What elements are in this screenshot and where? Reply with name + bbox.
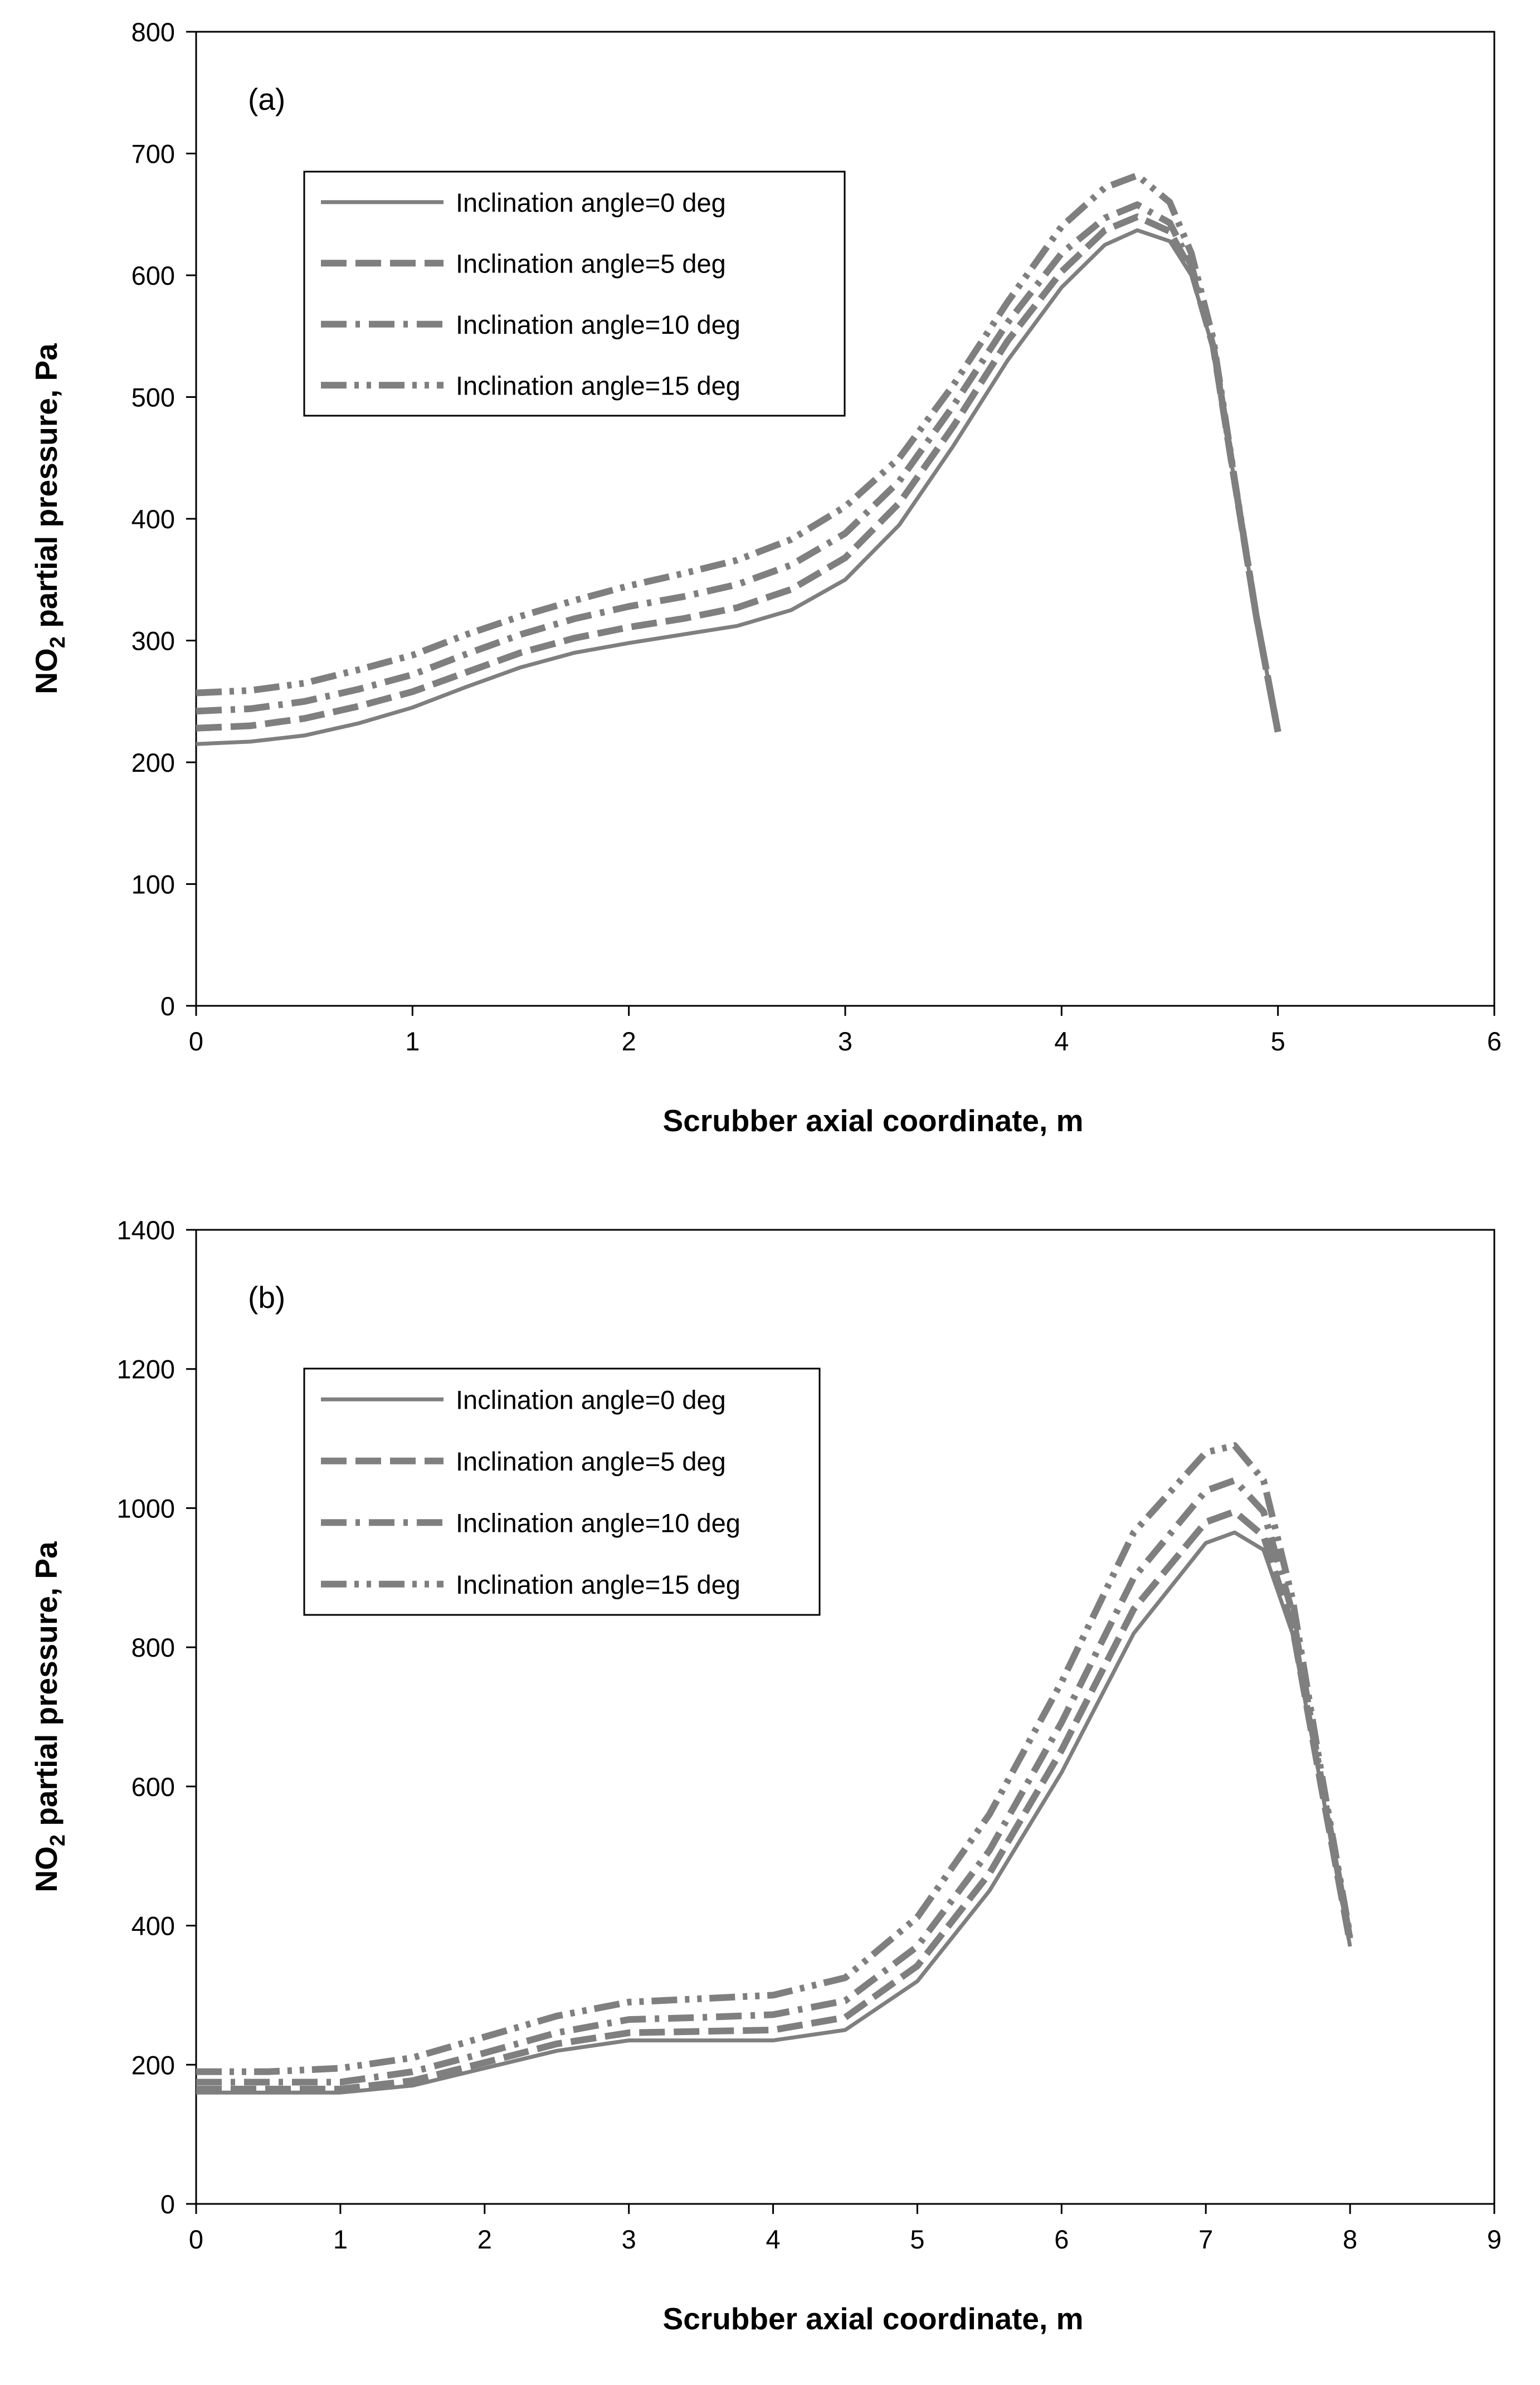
y-tick-label: 800 bbox=[131, 1633, 175, 1662]
legend-label-3: Inclination angle=15 deg bbox=[456, 371, 740, 400]
legend-label-1: Inclination angle=5 deg bbox=[456, 249, 726, 278]
y-tick-label: 100 bbox=[131, 870, 175, 899]
series-line-2 bbox=[196, 1477, 1354, 2086]
chart-b: 0 200 400 600 800 1000 1200 1400 0 1 2 3 4 5 6 7 8 9 Scrub… bbox=[29, 1215, 1502, 2336]
x-tick-label: 6 bbox=[1054, 2225, 1069, 2254]
x-tick-label: 0 bbox=[189, 2225, 203, 2254]
x-tick-label: 6 bbox=[1487, 1026, 1502, 1056]
x-tick-label: 5 bbox=[910, 2225, 924, 2254]
y-tick-label: 200 bbox=[131, 2050, 175, 2080]
y-tick-label: 600 bbox=[131, 1772, 175, 1802]
x-tick-label: 3 bbox=[838, 1026, 852, 1056]
legend-box bbox=[303, 171, 846, 417]
x-tick-label: 1 bbox=[405, 1026, 420, 1056]
y-tick-label: 1400 bbox=[116, 1215, 175, 1245]
series-line-0 bbox=[196, 1530, 1352, 2095]
legend-box bbox=[303, 1367, 821, 1616]
x-axis-title: Scrubber axial coordinate, m bbox=[663, 2301, 1084, 2336]
x-tick-label: 4 bbox=[1054, 1026, 1069, 1056]
plot-frame bbox=[195, 1229, 1495, 2205]
x-tick-label: 2 bbox=[477, 2225, 492, 2254]
y-axis-title: NO2 partial pressure, Pa bbox=[29, 1541, 70, 1892]
x-tick-label: 5 bbox=[1271, 1026, 1285, 1056]
x-axis-title: Scrubber axial coordinate, m bbox=[663, 1103, 1084, 1138]
y-tick-label: 200 bbox=[131, 748, 175, 777]
y-tick-label: 400 bbox=[131, 1911, 175, 1941]
legend-label-2: Inclination angle=10 deg bbox=[456, 1508, 740, 1537]
y-tick-label: 500 bbox=[131, 383, 175, 412]
y-tick-label: 600 bbox=[131, 261, 175, 290]
x-tick-label: 3 bbox=[622, 2225, 636, 2254]
x-tick-label: 4 bbox=[766, 2225, 780, 2254]
x-tick-label: 0 bbox=[189, 1026, 203, 1056]
y-axis-title: NO2 partial pressure, Pa bbox=[29, 343, 70, 694]
legend-label-0: Inclination angle=0 deg bbox=[456, 1385, 726, 1414]
series-line-3 bbox=[196, 172, 1281, 733]
series-line-3 bbox=[196, 1442, 1354, 2075]
y-tick-label: 700 bbox=[131, 139, 175, 169]
y-tick-label: 300 bbox=[131, 626, 175, 656]
legend: Inclination angle=0 deg Inclination angle… bbox=[303, 1367, 821, 1616]
x-tick-label: 8 bbox=[1343, 2225, 1357, 2254]
panel-label: (a) bbox=[248, 82, 285, 116]
chart-a: 0 100 200 300 400 500 600 700 800 0 1 2 3 4 5 6 Scrubber… bbox=[29, 17, 1502, 1138]
legend: Inclination angle=0 deg Inclination angle… bbox=[303, 171, 846, 417]
series-line-1 bbox=[196, 1508, 1354, 2092]
x-tick-label: 2 bbox=[622, 1026, 636, 1056]
y-tick-label: 1000 bbox=[116, 1493, 175, 1523]
legend-label-0: Inclination angle=0 deg bbox=[456, 188, 726, 217]
x-tick-label: 9 bbox=[1487, 2225, 1502, 2254]
y-tick-label: 400 bbox=[131, 504, 175, 534]
panel-label: (b) bbox=[248, 1280, 285, 1315]
y-tick-label: 0 bbox=[160, 991, 175, 1021]
y-tick-label: 800 bbox=[131, 17, 175, 47]
legend-label-3: Inclination angle=15 deg bbox=[456, 1570, 740, 1599]
y-tick-label: 0 bbox=[160, 2189, 175, 2219]
x-tick-label: 1 bbox=[333, 2225, 348, 2254]
y-tick-label: 1200 bbox=[116, 1355, 175, 1384]
legend-label-2: Inclination angle=10 deg bbox=[456, 310, 740, 339]
x-tick-label: 7 bbox=[1198, 2225, 1213, 2254]
legend-label-1: Inclination angle=5 deg bbox=[456, 1447, 726, 1476]
